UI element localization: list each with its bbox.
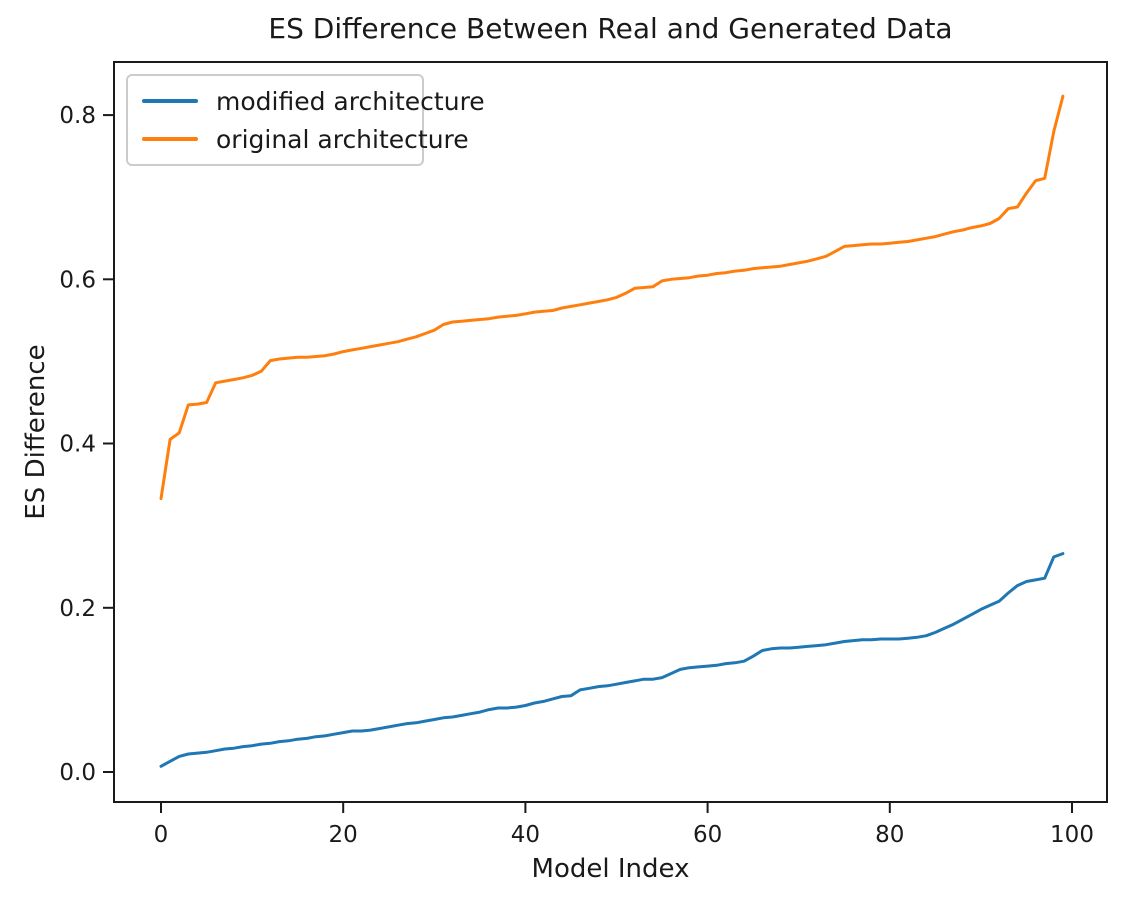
legend-label-original: original architecture [216, 124, 469, 154]
svg-text:100: 100 [1050, 822, 1094, 848]
legend: modified architecture original architect… [126, 74, 485, 166]
legend-line-sample-modified [142, 99, 198, 103]
legend-label-modified: modified architecture [216, 86, 485, 116]
chart-title: ES Difference Between Real and Generated… [268, 12, 953, 45]
x-axis-label: Model Index [531, 854, 690, 884]
svg-text:40: 40 [511, 822, 540, 848]
legend-item: modified architecture [142, 87, 485, 116]
legend-line-sample-original [142, 137, 198, 141]
legend-item: original architecture [142, 125, 469, 154]
svg-text:0.0: 0.0 [59, 760, 96, 786]
svg-text:80: 80 [875, 822, 904, 848]
svg-text:0.6: 0.6 [59, 267, 96, 293]
svg-text:20: 20 [329, 822, 358, 848]
svg-text:0.8: 0.8 [59, 103, 96, 129]
svg-text:0.4: 0.4 [59, 432, 96, 458]
svg-text:60: 60 [693, 822, 722, 848]
svg-text:0.2: 0.2 [59, 596, 96, 622]
y-axis-label: ES Difference [21, 344, 51, 520]
svg-text:0: 0 [154, 822, 169, 848]
